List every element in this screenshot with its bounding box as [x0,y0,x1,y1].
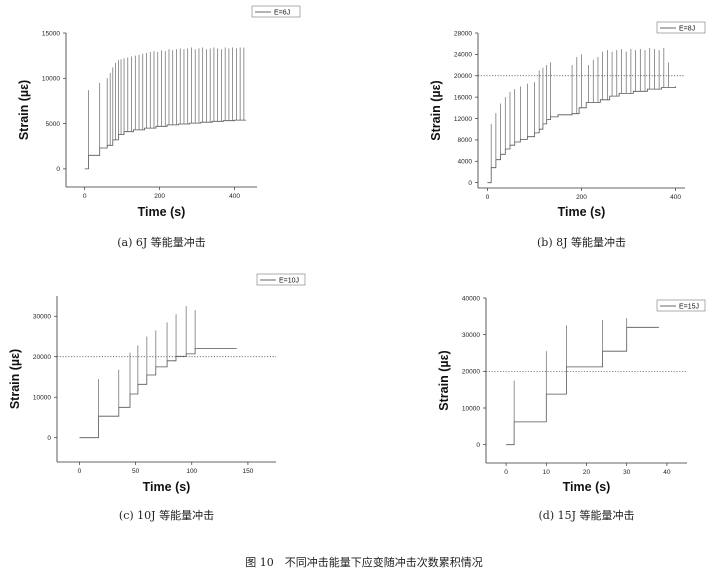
x-tick-label: 20 [583,469,591,476]
legend-label: E=10J [279,278,299,285]
x-tick-label: 30 [623,469,631,476]
y-axis-title: Strain (µε) [437,350,451,410]
x-tick-label: 10 [543,469,551,476]
y-tick-label: 20000 [462,369,480,376]
x-tick-label: 400 [229,193,240,200]
x-tick-label: 0 [83,193,87,200]
panel-caption: (c) 10J 等能量冲击 [119,508,214,522]
y-tick-label: 8000 [458,137,473,144]
y-tick-label: 5000 [46,121,61,128]
legend-label: E=15J [679,304,699,311]
legend-label: E=8J [679,26,695,33]
figure-caption: 图 10 不同冲击能量下应变随冲击次数累积情况 [245,555,483,569]
x-tick-label: 50 [132,468,140,475]
y-tick-label: 10000 [42,76,60,83]
y-tick-label: 15000 [42,30,60,37]
panel-d: 0 10000 20000 30000 40000 0 10 20 30 40 E=15J Time … [437,295,706,522]
legend-box [656,299,706,312]
legend-label: E=6J [274,10,290,17]
y-tick-label: 24000 [454,52,472,59]
y-tick-label: 28000 [454,30,472,37]
legend-box [656,21,706,34]
strain-baseline-line [506,326,659,446]
x-tick-label: 40 [663,469,671,476]
y-axis-title: Strain (µε) [8,349,22,409]
panel-c: 0 10000 20000 30000 0 50 100 150 E=10J Time (s) St… [8,273,306,522]
y-tick-label: 10000 [33,395,51,402]
y-tick-label: 0 [468,180,472,187]
y-tick-label: 30000 [33,314,51,321]
x-tick-label: 150 [242,468,253,475]
x-tick-label: 0 [78,468,82,475]
x-tick-label: 100 [186,468,197,475]
x-tick-label: 200 [154,193,165,200]
y-tick-label: 10000 [462,405,480,412]
y-tick-label: 16000 [454,94,472,101]
y-tick-label: 20000 [454,73,472,80]
x-axis-title: Time (s) [563,480,611,494]
y-tick-label: 20000 [33,354,51,361]
strain-baseline-line [79,348,237,439]
x-tick-label: 200 [576,194,587,201]
panel-a: 0 5000 10000 15000 0 200 400 E=6J Time (s) Strain… [17,5,301,249]
y-axis-title: Strain (µε) [17,80,31,140]
y-tick-label: 0 [56,166,60,173]
legend-box [256,273,306,286]
x-axis-title: Time (s) [143,480,191,494]
y-tick-label: 12000 [454,116,472,123]
y-tick-label: 30000 [462,332,480,339]
legend-box [251,5,301,18]
y-tick-label: 0 [47,435,51,442]
y-tick-label: 0 [476,442,480,449]
x-tick-label: 0 [486,194,490,201]
y-tick-label: 40000 [462,295,480,302]
y-tick-label: 4000 [458,159,473,166]
panel-caption: (a) 6J 等能量冲击 [117,235,206,249]
panel-caption: (b) 8J 等能量冲击 [537,235,626,249]
x-tick-label: 400 [670,194,681,201]
strain-baseline-line [487,86,676,184]
y-axis-title: Strain (µε) [429,80,443,140]
panel-b: 0 4000 8000 12000 16000 20000 24000 28000 0 200 40… [429,21,706,249]
x-axis-title: Time (s) [558,205,606,219]
panel-caption: (d) 15J 等能量冲击 [538,508,634,522]
x-tick-label: 0 [504,469,508,476]
strain-baseline-line [84,119,247,170]
x-axis-title: Time (s) [138,205,186,219]
